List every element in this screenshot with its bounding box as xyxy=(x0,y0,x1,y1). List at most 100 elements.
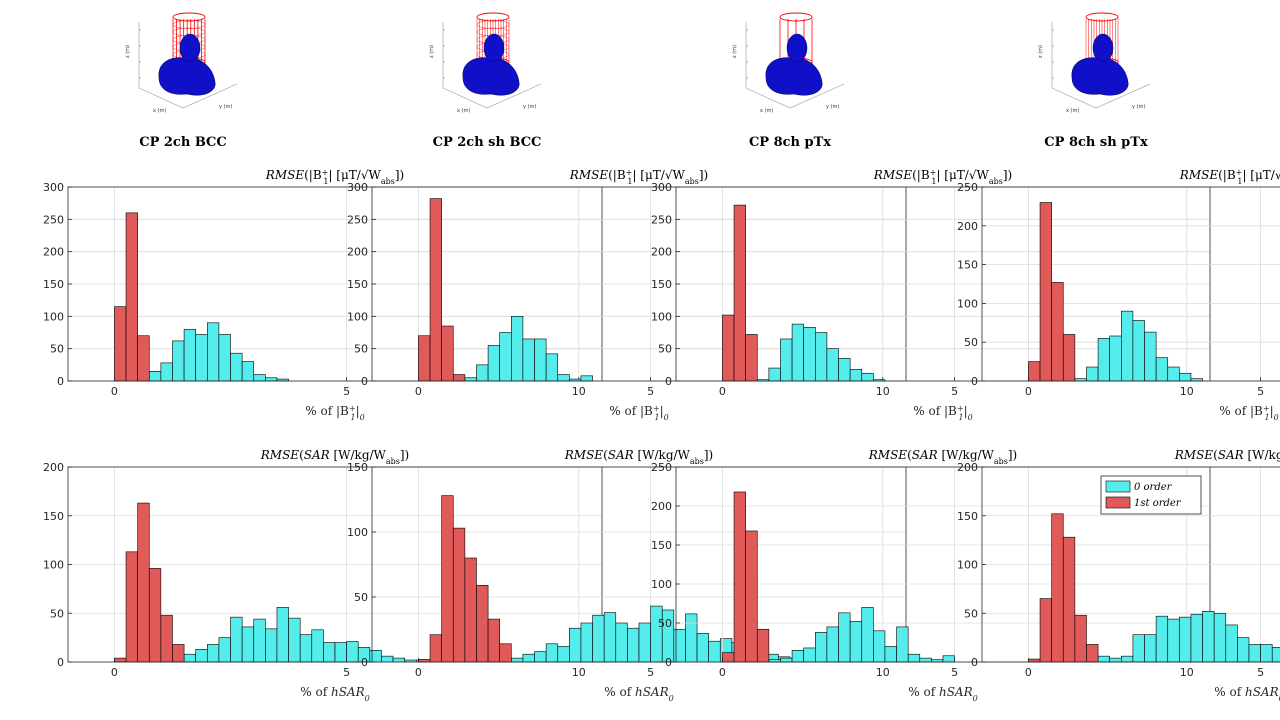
bar-zero-order xyxy=(276,607,289,663)
mini-z-label: z (m) xyxy=(732,45,738,58)
column-title: CP 8ch sh pTx xyxy=(1044,135,1148,150)
head-model-icon xyxy=(462,33,520,96)
bar-zero-order xyxy=(1155,357,1169,382)
y-tick-label: 150 xyxy=(347,278,368,291)
mini-z-label: z (m) xyxy=(429,45,435,58)
bar-zero-order xyxy=(615,622,628,663)
bar-zero-order xyxy=(803,327,816,382)
bar-first-order xyxy=(452,374,466,382)
mini-y-label: y (m) xyxy=(1132,104,1145,110)
y-tick-label: 50 xyxy=(50,607,64,620)
bar-zero-order xyxy=(487,345,500,382)
bar-first-order xyxy=(125,551,138,663)
bar-zero-order xyxy=(381,655,394,663)
y-tick-label: 250 xyxy=(651,461,672,474)
x-tick-label: 10 xyxy=(876,666,890,679)
bar-zero-order xyxy=(369,649,382,663)
bar-zero-order xyxy=(1097,655,1110,663)
bar-zero-order xyxy=(183,653,196,663)
x-tick-label: 5 xyxy=(343,666,350,679)
y-tick-label: 150 xyxy=(957,510,978,523)
bar-zero-order xyxy=(545,353,559,382)
mini-x-label: x (m) xyxy=(457,108,470,114)
x-axis-label: % of hSAR0 xyxy=(1214,685,1280,703)
y-tick-label: 200 xyxy=(651,500,672,513)
x-tick-label: 5 xyxy=(951,385,958,398)
bar-zero-order xyxy=(1237,637,1250,663)
bar-first-order xyxy=(137,335,150,382)
bar-first-order xyxy=(1028,361,1041,382)
mini-y-label: y (m) xyxy=(219,104,232,110)
coil-rendering-ptx8: z (m) x (m) y (m) xyxy=(732,12,845,114)
y-tick-label: 0 xyxy=(971,375,978,388)
y-tick-label: 200 xyxy=(347,246,368,259)
y-tick-label: 50 xyxy=(50,343,64,356)
y-tick-label: 300 xyxy=(651,181,672,194)
bar-zero-order xyxy=(241,361,255,382)
bar-zero-order xyxy=(253,618,266,663)
bar-zero-order xyxy=(1190,613,1203,663)
bar-zero-order xyxy=(323,642,336,663)
bar-first-order xyxy=(452,527,466,663)
bar-zero-order xyxy=(230,616,243,663)
bar-first-order xyxy=(733,204,746,382)
y-tick-label: 100 xyxy=(651,578,672,591)
panel-title: RMSE(SAR [W/kg/Wabs]) xyxy=(1174,448,1280,466)
bar-zero-order xyxy=(1271,647,1280,663)
panel-title: RMSE(|B+1| [μT/√Wabs]) xyxy=(1179,168,1280,186)
bar-zero-order xyxy=(557,646,570,663)
bar-zero-order xyxy=(148,370,162,382)
bar-zero-order xyxy=(1121,310,1134,382)
bar-zero-order xyxy=(873,630,886,663)
bar-zero-order xyxy=(522,653,535,663)
mini-z-label: z (m) xyxy=(1038,45,1044,58)
column-titles: CP 2ch BCC CP 2ch sh BCC CP 8ch pTx CP 8ch … xyxy=(139,135,1148,150)
bar-zero-order xyxy=(241,626,255,663)
x-tick-label: 5 xyxy=(951,666,958,679)
bar-first-order xyxy=(1062,334,1076,382)
y-tick-label: 150 xyxy=(43,278,64,291)
bar-zero-order xyxy=(826,348,839,382)
bar-zero-order xyxy=(265,377,278,382)
y-tick-label: 50 xyxy=(354,591,368,604)
bar-zero-order xyxy=(230,352,243,382)
y-tick-label: 150 xyxy=(651,539,672,552)
bar-first-order xyxy=(1086,644,1099,663)
mini-y-label: y (m) xyxy=(826,104,839,110)
bar-zero-order xyxy=(1132,320,1145,382)
bar-first-order xyxy=(745,334,758,382)
bar-zero-order xyxy=(511,316,524,382)
bar-zero-order xyxy=(1248,644,1261,663)
bar-first-order xyxy=(1028,658,1041,663)
bar-zero-order xyxy=(791,649,804,663)
x-tick-label: 5 xyxy=(647,385,654,398)
coil-rendering-ptx8sh: z (m) x (m) y (m) xyxy=(1038,12,1151,114)
y-tick-label: 100 xyxy=(957,559,978,572)
bar-zero-order xyxy=(207,322,220,382)
bar-zero-order xyxy=(1121,655,1134,663)
bar-first-order xyxy=(1039,598,1052,663)
bar-zero-order xyxy=(861,372,874,382)
bar-zero-order xyxy=(580,375,593,382)
bar-zero-order xyxy=(780,338,793,382)
bar-first-order xyxy=(722,314,735,382)
bar-first-order xyxy=(745,530,758,663)
bar-first-order xyxy=(148,568,162,663)
x-tick-label: 0 xyxy=(415,666,422,679)
y-tick-label: 300 xyxy=(347,181,368,194)
bar-zero-order xyxy=(346,641,359,663)
bar-zero-order xyxy=(708,640,721,663)
bar-zero-order xyxy=(815,632,828,663)
bar-first-order xyxy=(137,502,150,663)
y-tick-label: 100 xyxy=(347,310,368,323)
bar-first-order xyxy=(487,618,500,663)
bar-first-order xyxy=(756,628,770,663)
bar-zero-order xyxy=(265,628,278,663)
x-tick-label: 5 xyxy=(343,385,350,398)
bar-zero-order xyxy=(849,621,863,663)
bar-zero-order xyxy=(1213,612,1227,663)
y-tick-label: 100 xyxy=(957,297,978,310)
